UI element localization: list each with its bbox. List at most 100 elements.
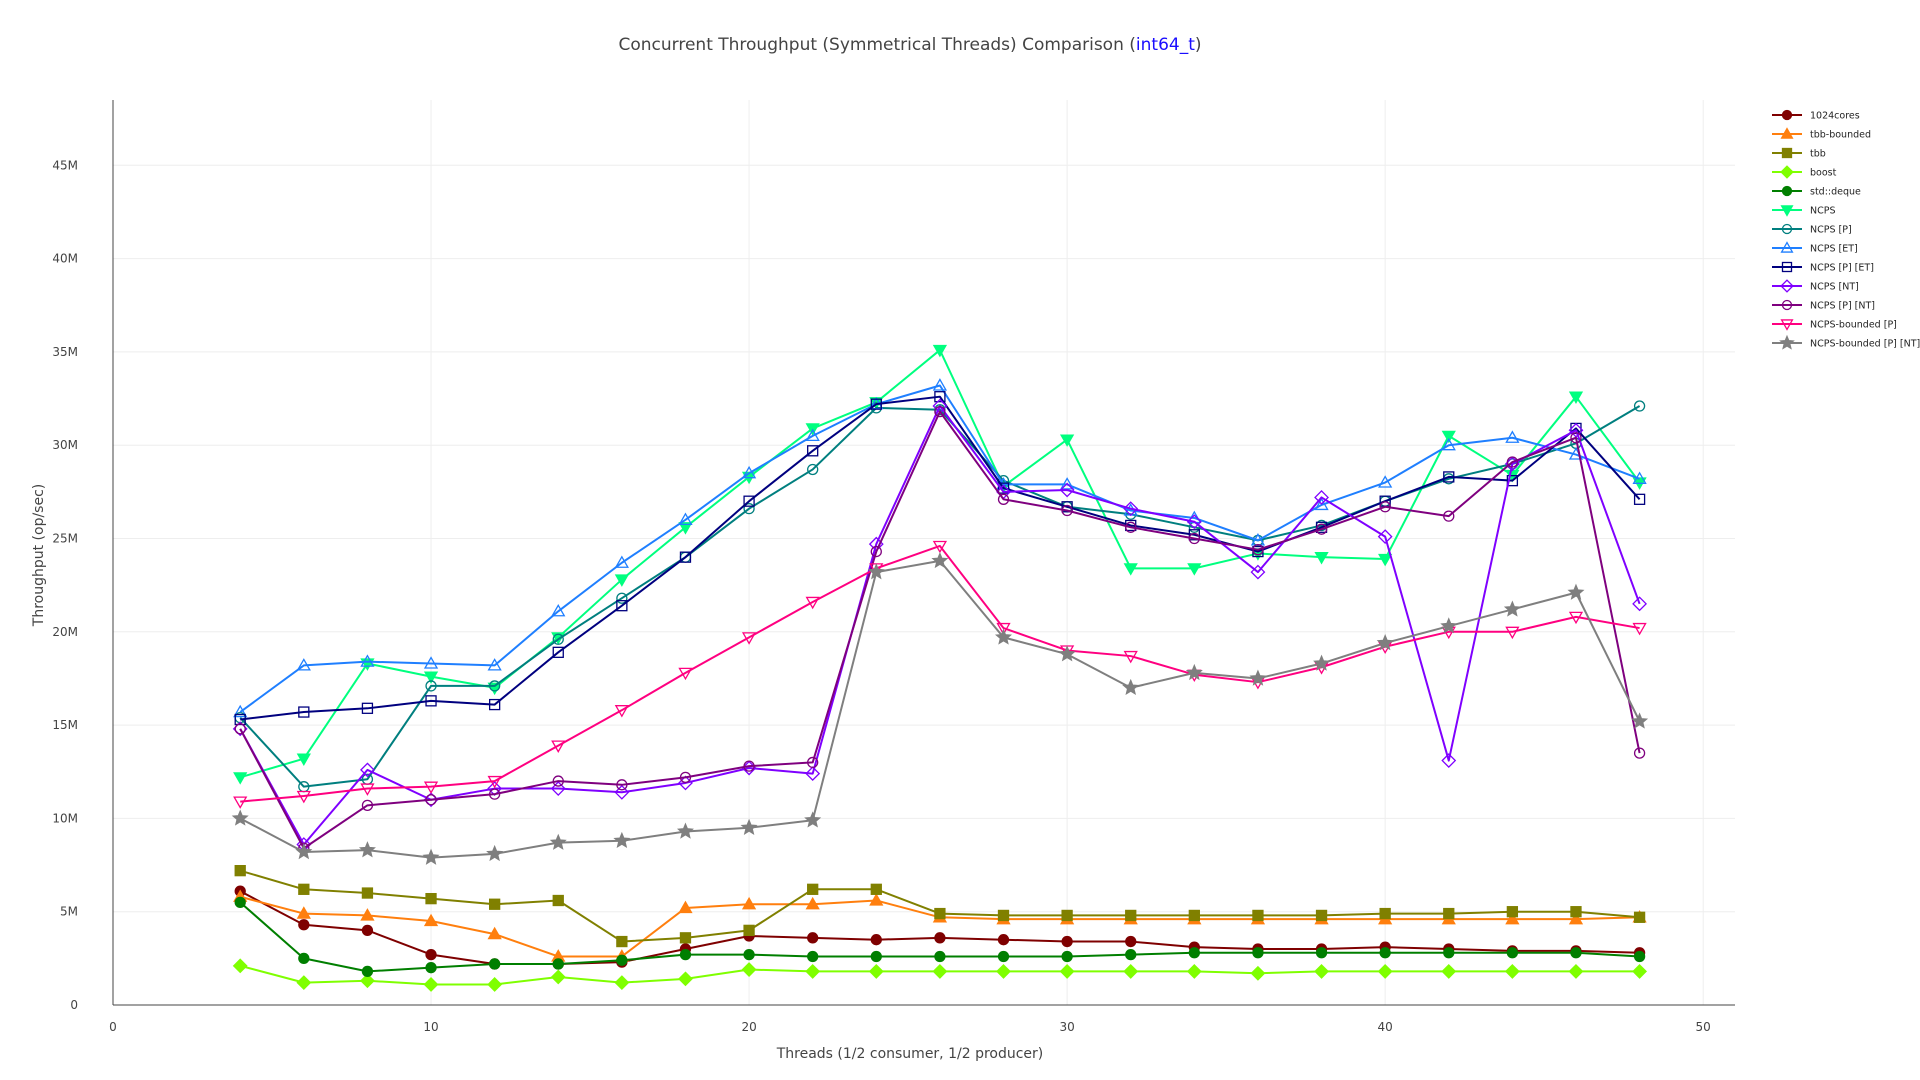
data-point-tbb xyxy=(1379,907,1391,920)
data-point-ncps-nt xyxy=(1123,501,1139,517)
data-point-tbb xyxy=(1443,907,1455,920)
data-point-ncps-nt xyxy=(360,762,375,778)
data-point-ncps-nt xyxy=(1250,564,1266,580)
legend-item-tbb-bounded[interactable]: tbb-bounded xyxy=(1772,127,1871,141)
legend-item-ncps-p[interactable]: NCPS [P] xyxy=(1772,223,1852,236)
data-point-ncps-p-et xyxy=(1061,501,1073,513)
chart-title-link[interactable]: int64_t xyxy=(1136,35,1195,55)
data-point-tbb xyxy=(361,887,374,899)
data-point-ncps-bounded-p-nt xyxy=(1313,654,1331,671)
data-point-std-deque xyxy=(234,896,246,909)
series-boost xyxy=(232,958,1648,992)
data-point-boost xyxy=(1059,963,1075,979)
data-point-std-deque xyxy=(934,950,946,963)
data-point-tbb xyxy=(997,909,1010,922)
series-ncps-bounded-p xyxy=(233,540,1647,809)
data-point-std-deque xyxy=(552,958,564,970)
data-point-ncps-p-nt xyxy=(1061,504,1073,517)
y-tick-label: 40M xyxy=(52,252,78,266)
x-tick-label: 40 xyxy=(1378,1020,1393,1034)
axes: 0 5M 10M 15M 20M 25M 30M 35M 40M 45M 0 10 20 30 40 50 xyxy=(52,100,1735,1034)
legend-item-std-deque[interactable]: std::deque xyxy=(1772,185,1861,198)
data-point-boost xyxy=(1314,963,1329,979)
data-point-ncps-et xyxy=(423,656,439,669)
series-tbb xyxy=(234,864,1646,948)
data-point-ncps-p-nt xyxy=(1315,523,1328,535)
series-line-ncps-p-et xyxy=(240,395,1641,721)
data-point-ncps-bounded-p xyxy=(805,596,820,610)
legend-item-ncps[interactable]: NCPS xyxy=(1772,205,1836,217)
legend-swatch-marker xyxy=(1781,185,1793,197)
data-point-ncps-nt xyxy=(1504,456,1520,472)
data-point-ncps-p xyxy=(807,463,819,476)
legend-item-ncps-bounded-p[interactable]: NCPS-bounded [P] xyxy=(1772,319,1897,331)
data-point-boost xyxy=(805,963,821,979)
data-point-ncps-et xyxy=(1505,430,1520,443)
data-point-ncps-bounded-p xyxy=(423,781,439,794)
data-point-ncps-p-nt xyxy=(1379,501,1391,513)
data-point-boost xyxy=(1441,963,1457,979)
data-point-ncps-bounded-p xyxy=(741,632,757,645)
data-point-ncps-p-nt xyxy=(1252,544,1264,556)
legend-label: NCPS [P] [NT] xyxy=(1810,301,1875,312)
data-point-std-deque xyxy=(1506,947,1519,959)
data-point-ncps-bounded-p xyxy=(996,622,1011,636)
data-point-ncps-bounded-p xyxy=(1568,611,1584,625)
legend-label: NCPS [P] xyxy=(1810,225,1852,236)
data-point-ncps-nt xyxy=(1632,596,1648,612)
data-point-ncps xyxy=(423,671,439,684)
series-ncps-bounded-p-nt xyxy=(231,551,1649,865)
legend-item-ncps-p-nt[interactable]: NCPS [P] [NT] xyxy=(1772,299,1875,312)
data-point-tbb xyxy=(870,883,882,895)
data-point-std-deque xyxy=(807,950,819,963)
data-point-std-deque xyxy=(1125,948,1137,961)
data-point-tbb-bounded xyxy=(296,906,311,919)
legend-item-ncps-nt[interactable]: NCPS [NT] xyxy=(1772,279,1859,293)
chart-title-prefix: Concurrent Throughput (Symmetrical Threa… xyxy=(618,35,1135,55)
data-point-ncps-bounded-p-nt xyxy=(231,809,249,826)
data-point-ncps-et xyxy=(805,428,820,442)
legend-item-ncps-p-et[interactable]: NCPS [P] [ET] xyxy=(1772,261,1874,274)
data-point-boost xyxy=(1377,963,1393,979)
data-point-ncps-bounded-p-nt xyxy=(486,844,504,862)
legend-swatch-marker xyxy=(1781,147,1793,159)
y-tick-label: 45M xyxy=(52,158,78,172)
legend-item-1024cores[interactable]: 1024cores xyxy=(1772,109,1860,122)
data-point-std-deque xyxy=(1379,947,1391,959)
y-tick-label: 30M xyxy=(52,438,78,452)
data-point-boost xyxy=(1123,963,1139,979)
data-point-tbb xyxy=(1506,906,1519,918)
data-point-boost xyxy=(360,973,375,989)
data-point-tbb xyxy=(934,907,946,920)
data-point-ncps-bounded-p-nt xyxy=(1503,600,1521,617)
data-point-ncps-p-et xyxy=(552,646,564,658)
legend-item-ncps-bounded-p-nt[interactable]: NCPS-bounded [P] [NT] xyxy=(1772,334,1920,350)
legend-item-ncps-et[interactable]: NCPS [ET] xyxy=(1772,241,1858,255)
legend-swatch-marker xyxy=(1779,334,1795,350)
data-point-tbb xyxy=(298,883,310,895)
series-std-deque xyxy=(234,896,1646,978)
data-point-1024cores xyxy=(997,934,1010,946)
data-point-ncps-et xyxy=(741,465,757,479)
data-point-ncps-et xyxy=(678,512,693,525)
data-point-1024cores xyxy=(934,932,946,944)
data-point-ncps-nt xyxy=(805,766,821,782)
series-ncps-p-et xyxy=(234,391,1646,726)
legend-item-boost[interactable]: boost xyxy=(1772,165,1837,179)
x-tick-label: 30 xyxy=(1059,1020,1074,1034)
data-point-std-deque xyxy=(997,950,1010,963)
legend-label: std::deque xyxy=(1810,187,1861,198)
series-line-ncps-p xyxy=(239,405,1641,788)
data-point-ncps-et xyxy=(932,378,948,391)
data-point-ncps-p-nt xyxy=(997,493,1010,505)
legend-label: NCPS-bounded [P] [NT] xyxy=(1810,339,1920,350)
data-point-ncps-p-et xyxy=(488,698,501,711)
legend-item-tbb[interactable]: tbb xyxy=(1772,147,1826,160)
data-point-ncps-et xyxy=(487,658,502,671)
data-point-ncps-p-nt xyxy=(743,760,755,772)
data-point-ncps-p-nt xyxy=(870,545,882,558)
x-tick-label: 0 xyxy=(109,1020,117,1034)
data-point-std-deque xyxy=(679,948,692,961)
data-point-ncps-p-nt xyxy=(1125,521,1137,533)
x-axis-title: Threads (1/2 consumer, 1/2 producer) xyxy=(776,1046,1044,1062)
